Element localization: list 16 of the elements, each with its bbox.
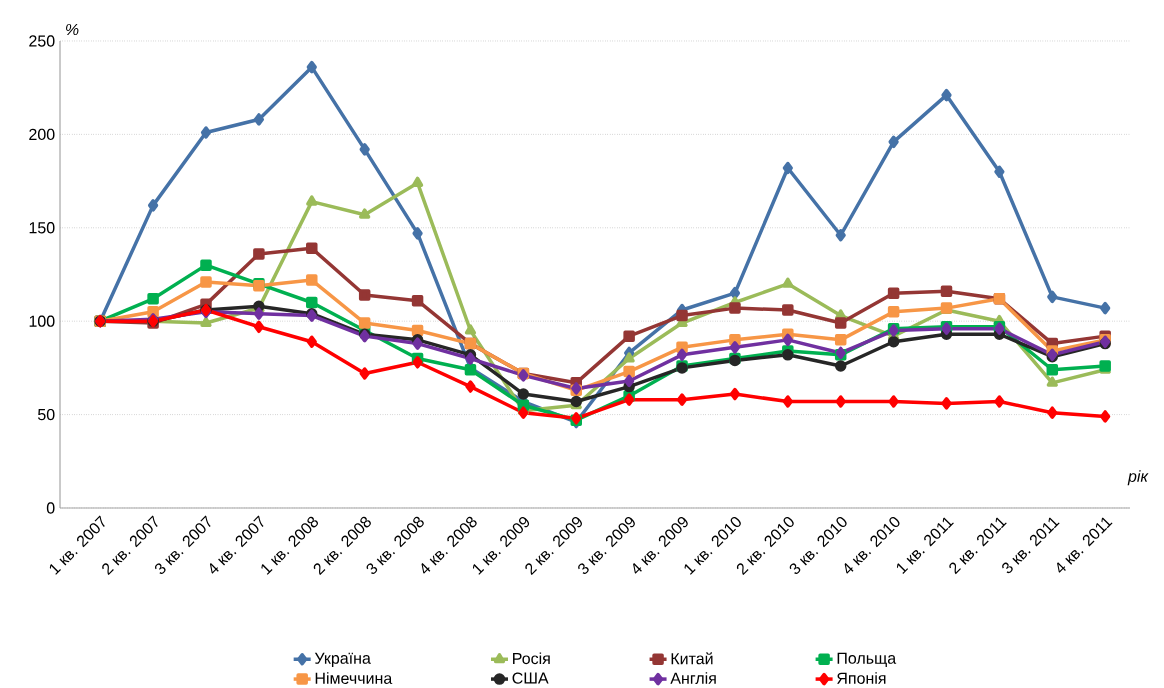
legend-label: США (512, 672, 549, 684)
legend-label: Китай (671, 652, 713, 665)
legend-label: Польща (837, 652, 897, 667)
y-tick-label: 50 (37, 408, 55, 421)
y-tick-label: 250 (29, 35, 55, 47)
x-axis-title: рік (1127, 470, 1149, 486)
legend-label: Росія (513, 652, 550, 665)
y-tick-label: 150 (29, 222, 55, 234)
legend-label: Японія (837, 672, 886, 684)
y-axis-title: % (66, 23, 79, 36)
y-tick-label: 0 (46, 502, 55, 514)
y-tick-label: 100 (29, 315, 55, 327)
legend-label: Україна (314, 652, 371, 668)
legend-label: Англія (670, 672, 716, 684)
y-tick-label: 200 (29, 128, 55, 141)
legend-label: Німеччина (315, 672, 393, 684)
